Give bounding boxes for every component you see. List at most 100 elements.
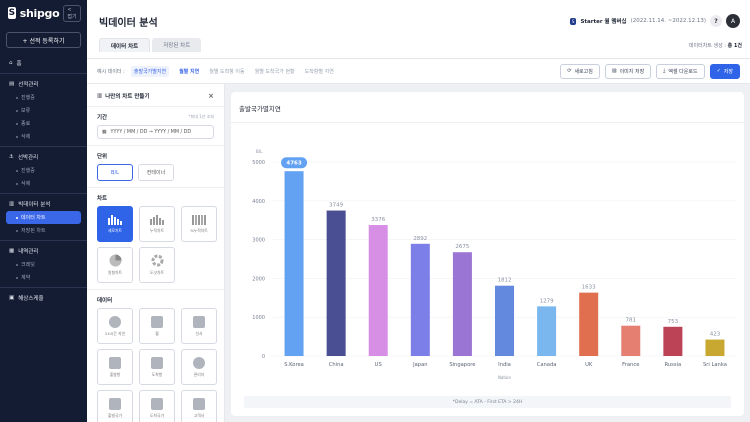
data-label: 3376: [371, 217, 385, 223]
data-type-label: 도착항: [151, 371, 163, 377]
bullet-icon: [16, 169, 18, 172]
nav-home-label: 홈: [16, 61, 22, 67]
nav-item-shipment-closed[interactable]: 종료: [0, 117, 87, 130]
refresh-icon: ⟳: [567, 68, 572, 74]
x-tick-label: UK: [585, 362, 593, 368]
calendar-icon: [151, 315, 163, 328]
bar-india: [495, 285, 514, 356]
y-axis-label: B/L: [256, 149, 263, 154]
nav-section-label: 해상스케줄: [18, 296, 44, 302]
period-note: *최대 1년 조회: [188, 114, 215, 119]
pie-chart-icon: [109, 254, 121, 267]
register-shipment-button[interactable]: + 선적 등록하기: [6, 32, 81, 48]
nav-section-vessel[interactable]: ⚓ 선박관리: [0, 150, 87, 164]
plan-info: S Starter 월 멤버십 (2022.11.14. ~2022.12.13…: [569, 14, 740, 28]
date-range-input[interactable]: ▦ YYYY / MM / DD → YYYY / MM / DD: [97, 125, 214, 139]
nav-item-vessel-inprogress[interactable]: 진행중: [0, 164, 87, 177]
data-type-label: 월: [155, 330, 159, 336]
nav-section-label: 빅데이터 분석: [18, 202, 51, 208]
x-axis-label: Nation: [498, 375, 512, 380]
unit-bl-button[interactable]: B/L: [97, 164, 133, 181]
data-month[interactable]: 월: [139, 308, 175, 344]
data-24h-delay[interactable]: 24시간 지연: [97, 308, 133, 344]
nav-section-schedule[interactable]: ▣ 해상스케줄: [0, 291, 87, 305]
nav-item-vessel-deleted[interactable]: 삭제: [0, 177, 87, 190]
data-type-label: 고객사: [193, 412, 205, 418]
builder-title-row: ▥ 나만의 차트 만들기 ×: [97, 92, 214, 100]
port-icon: [151, 356, 163, 369]
nav-section-shipment[interactable]: ▤ 선적관리: [0, 77, 87, 91]
divider: [0, 287, 87, 288]
footnote: *Delay = ATA - First ETA > 24H: [244, 396, 731, 408]
data-departure-country[interactable]: 출발국가: [97, 390, 133, 422]
save-button[interactable]: ✓ 저장: [709, 63, 740, 79]
divider: [87, 106, 224, 107]
data-carrier[interactable]: 선사: [181, 308, 217, 344]
data-label: 1633: [582, 285, 596, 291]
collapse-button[interactable]: < 접기: [63, 4, 81, 22]
save-image-button[interactable]: ▨ 이미지 저장: [604, 63, 652, 79]
data-arrival-country[interactable]: 도착국가: [139, 390, 175, 422]
data-customer[interactable]: 고객사: [181, 390, 217, 422]
chip-port-delay[interactable]: 도착항별 지연: [304, 68, 334, 75]
x-tick-label: Japan: [412, 362, 427, 368]
excel-download-label: 엑셀 다운로드: [668, 68, 698, 75]
data-type-label: 24시간 지연: [104, 330, 125, 336]
logo-row: S shipgo < 접기: [0, 0, 87, 26]
nav-section-bigdata[interactable]: ▥ 빅데이터 분석: [0, 197, 87, 211]
refresh-button[interactable]: ⟳ 새로고침: [560, 63, 600, 79]
nav-section-label: 내역관리: [18, 249, 39, 255]
nav-item-shipment-hold[interactable]: 보류: [0, 104, 87, 117]
nav-section-history[interactable]: ▦ 내역관리: [0, 244, 87, 258]
excel-download-button[interactable]: ⤓ 엑셀 다운로드: [656, 63, 705, 79]
chart-type-donut[interactable]: 도넛차트: [139, 247, 175, 283]
bar-singapore: [452, 252, 472, 356]
value-badge: [281, 157, 308, 169]
nav-home[interactable]: ⌂ 홈: [0, 56, 87, 70]
toolbar: 예시 데이터 : 출발국가별지연 월별 지연 월별 도착항 이동 월별 도착국가…: [87, 58, 750, 84]
data-arrival-port[interactable]: 도착항: [139, 349, 175, 385]
chart-card: 출발국가별지연 B/L 0 1000 2000 3000 4000 5000 4763 S.Ko…: [231, 92, 744, 416]
donut-chart-icon: [151, 254, 163, 267]
home-icon: ⌂: [9, 60, 13, 66]
data-departure-port[interactable]: 출발항: [97, 349, 133, 385]
nav-item-shipment-deleted[interactable]: 삭제: [0, 130, 87, 143]
chart-type-stacked[interactable]: 누적차트: [139, 206, 175, 242]
nav-item-credit[interactable]: 크레딧: [0, 258, 87, 271]
chip-monthly-port-move[interactable]: 월별 도착항 이동: [209, 68, 245, 75]
divider: [0, 73, 87, 74]
nav-item-saved-chart[interactable]: 저장된 차트: [0, 224, 87, 237]
avatar[interactable]: A: [726, 14, 740, 28]
plan-period: (2022.11.14. ~2022.12.13): [630, 18, 706, 24]
nav-item-shipment-inprogress[interactable]: 진행중: [0, 91, 87, 104]
nav-item-data-chart[interactable]: 데이터 차트: [6, 211, 81, 224]
download-icon: ⤓: [663, 68, 666, 74]
bar-s-korea: [284, 171, 304, 356]
ship-icon: [193, 315, 205, 328]
tab-saved-chart[interactable]: 저장된 차트: [152, 38, 202, 52]
chip-departure-delay[interactable]: 출발국가별지연: [130, 65, 170, 77]
nav-section-label: 선박관리: [17, 155, 39, 161]
percent-chart-icon: [192, 215, 206, 225]
plan-name[interactable]: Starter 월 멤버십: [580, 19, 627, 25]
save-image-label: 이미지 저장: [619, 68, 645, 75]
nav-item-contract[interactable]: 계약: [0, 271, 87, 284]
sample-data-label: 예시 데이터 :: [97, 68, 125, 75]
chart-type-vertical[interactable]: 세로차트: [97, 206, 133, 242]
refresh-label: 새로고침: [574, 68, 593, 75]
x-tick-label: India: [498, 362, 511, 368]
logo-text: shipgo: [19, 6, 60, 20]
bullet-icon: [16, 135, 18, 138]
unit-container-button[interactable]: 컨테이너: [138, 164, 174, 181]
chip-monthly-delay[interactable]: 월별 지연: [179, 68, 200, 75]
chart-type-pie[interactable]: 원형차트: [97, 247, 133, 283]
data-manager[interactable]: 관리자: [181, 349, 217, 385]
period-label: 기간: [97, 115, 108, 121]
chart-type-percent-stacked[interactable]: %누적차트: [181, 206, 217, 242]
close-icon[interactable]: ×: [208, 92, 214, 100]
help-icon[interactable]: ?: [710, 15, 722, 27]
tab-data-chart[interactable]: 데이터 차트: [99, 38, 151, 52]
created-label: 데이터차트 생성 :: [688, 43, 726, 49]
bullet-icon: [16, 109, 18, 112]
chip-monthly-country-status[interactable]: 월별 도착국가 현황: [254, 68, 295, 75]
